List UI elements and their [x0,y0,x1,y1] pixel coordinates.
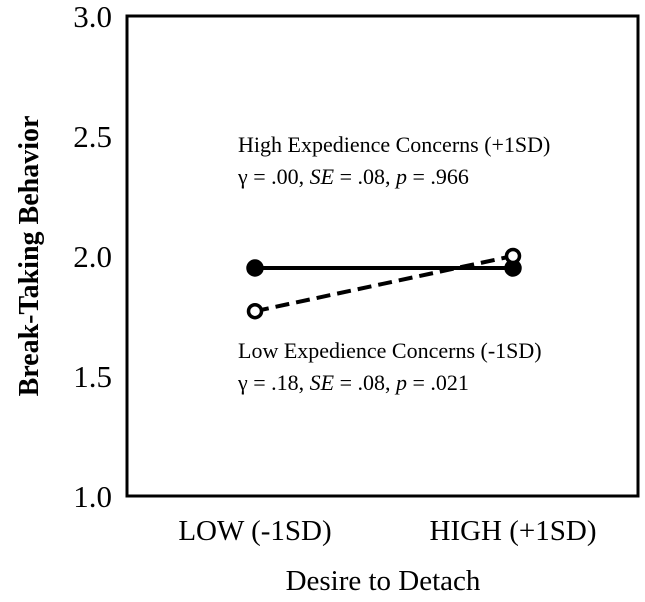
data-point-high-0 [246,259,264,277]
x-axis-label: Desire to Detach [286,565,481,597]
annotation-high-label: High Expedience Concerns (+1SD) [238,132,550,157]
annotation-low-se: = .08, [334,370,396,395]
data-point-low-1 [504,247,522,265]
annotation-low-p-label: p [394,370,407,395]
annotation-high-se-label: SE [310,164,335,189]
annotation-low-stats: γ = .18, SE = .08, p = .021 [237,370,469,395]
y-tick-label: 3.0 [73,0,112,34]
annotation-high-p-label: p [394,164,407,189]
annotation-high-stats: γ = .00, SE = .08, p = .966 [237,164,469,189]
annotation-low-se-label: SE [310,370,335,395]
x-category-labels: LOW (-1SD) HIGH (+1SD) [178,515,596,547]
y-tick-label: 1.5 [73,359,112,394]
y-tick-label: 2.5 [73,119,112,154]
annotation-low-p: = .021 [407,370,469,395]
annotation-high-se: = .08, [334,164,396,189]
x-category-label: HIGH (+1SD) [430,515,597,547]
annotation-low-label: Low Expedience Concerns (-1SD) [238,338,542,363]
y-axis-label: Break-Taking Behavior [14,116,45,397]
y-tick-labels: 1.0 1.5 2.0 2.5 3.0 [73,0,112,514]
series-group [246,247,522,320]
y-tick-label: 2.0 [73,239,112,274]
x-category-label: LOW (-1SD) [178,515,331,547]
annotation-high-p: = .966 [407,164,469,189]
y-tick-label: 1.0 [73,479,112,514]
plot-area [125,14,640,498]
data-point-low-0 [246,302,264,320]
series-line-low [254,254,514,314]
annotation-low-gamma: γ = .18, [237,370,310,395]
annotation-high-gamma: γ = .00, [237,164,310,189]
